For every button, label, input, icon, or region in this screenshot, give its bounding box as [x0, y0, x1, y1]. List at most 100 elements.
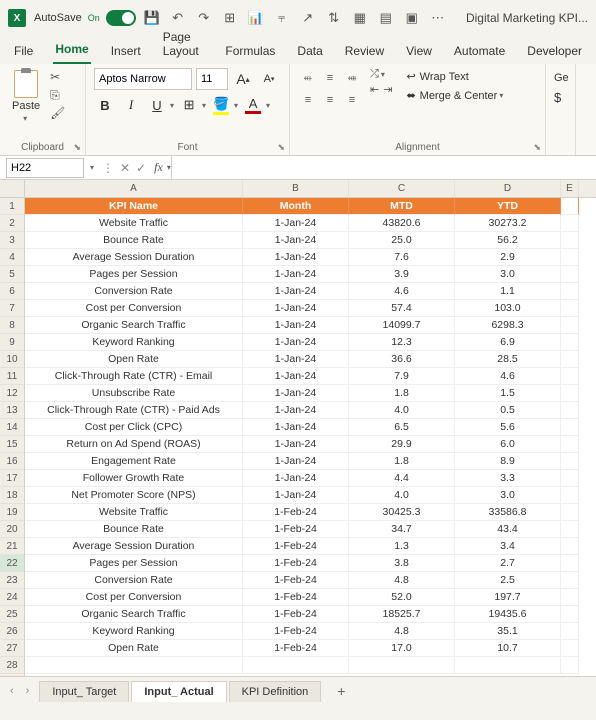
ribbon-tab-insert[interactable]: Insert: [109, 40, 143, 64]
ribbon-tab-automate[interactable]: Automate: [452, 40, 507, 64]
merge-center-button[interactable]: ⬌Merge & Center▾: [402, 87, 507, 104]
row-header[interactable]: 23: [0, 572, 24, 589]
cell[interactable]: 17.0: [349, 640, 455, 657]
dialog-launcher-icon[interactable]: ⬊: [73, 142, 81, 153]
cell[interactable]: 57.4: [349, 300, 455, 317]
increase-indent-icon[interactable]: ⇥: [383, 83, 392, 96]
cell[interactable]: Engagement Rate: [25, 453, 243, 470]
chevron-down-icon[interactable]: ▾: [23, 114, 27, 123]
cell[interactable]: [561, 470, 579, 487]
cell[interactable]: 36.6: [349, 351, 455, 368]
cell[interactable]: Click-Through Rate (CTR) - Email: [25, 368, 243, 385]
cell[interactable]: 7.9: [349, 368, 455, 385]
cell[interactable]: [25, 657, 243, 674]
decrease-font-icon[interactable]: A▾: [258, 68, 280, 90]
cell[interactable]: [561, 589, 579, 606]
row-header[interactable]: 15: [0, 436, 24, 453]
cell[interactable]: [561, 317, 579, 334]
cell[interactable]: 103.0: [455, 300, 561, 317]
ribbon-tab-review[interactable]: Review: [343, 40, 386, 64]
cell[interactable]: 1-Jan-24: [243, 368, 349, 385]
cell[interactable]: 6298.3: [455, 317, 561, 334]
cell[interactable]: 18525.7: [349, 606, 455, 623]
cell[interactable]: Organic Search Traffic: [25, 317, 243, 334]
align-right-icon[interactable]: ≡: [342, 90, 362, 110]
row-header[interactable]: 19: [0, 504, 24, 521]
fx-icon[interactable]: fx: [154, 160, 163, 175]
border-icon[interactable]: ⊞: [178, 94, 200, 116]
cell[interactable]: 1-Feb-24: [243, 521, 349, 538]
table-icon[interactable]: ▦: [352, 10, 368, 26]
sheet-tab[interactable]: Input_ Target: [39, 681, 129, 702]
cell[interactable]: 14099.7: [349, 317, 455, 334]
cell[interactable]: 6.5: [349, 419, 455, 436]
cell[interactable]: 3.4: [455, 538, 561, 555]
cell[interactable]: [561, 623, 579, 640]
cell[interactable]: 56.2: [455, 232, 561, 249]
cell[interactable]: Net Promoter Score (NPS): [25, 487, 243, 504]
wrap-text-button[interactable]: ↩Wrap Text: [402, 68, 507, 85]
cell[interactable]: [561, 657, 579, 674]
cell[interactable]: [561, 283, 579, 300]
row-header[interactable]: 25: [0, 606, 24, 623]
row-header[interactable]: 5: [0, 266, 24, 283]
cell[interactable]: 1-Jan-24: [243, 266, 349, 283]
cell[interactable]: 3.9: [349, 266, 455, 283]
row-header[interactable]: 26: [0, 623, 24, 640]
cell[interactable]: Conversion Rate: [25, 283, 243, 300]
enter-icon[interactable]: ✓: [136, 161, 146, 175]
cell[interactable]: [561, 334, 579, 351]
cell[interactable]: 3.3: [455, 470, 561, 487]
cell[interactable]: [561, 538, 579, 555]
cell[interactable]: Follower Growth Rate: [25, 470, 243, 487]
bold-button[interactable]: B: [94, 94, 116, 116]
row-header[interactable]: 12: [0, 385, 24, 402]
next-sheet-icon[interactable]: ›: [24, 685, 32, 697]
currency-icon[interactable]: $: [554, 90, 567, 105]
cell[interactable]: 1.5: [455, 385, 561, 402]
chevron-down-icon[interactable]: ▾: [90, 163, 94, 172]
ribbon-tab-developer[interactable]: Developer: [525, 40, 584, 64]
grid-icon[interactable]: ⊞: [222, 10, 238, 26]
copy-icon[interactable]: ⎘: [50, 88, 64, 102]
cell[interactable]: Unsubscribe Rate: [25, 385, 243, 402]
cell[interactable]: Keyword Ranking: [25, 623, 243, 640]
cell[interactable]: Average Session Duration: [25, 249, 243, 266]
column-header[interactable]: D: [455, 180, 561, 197]
sort-icon[interactable]: ⇅: [326, 10, 342, 26]
cut-icon[interactable]: ✂: [50, 70, 64, 84]
cell[interactable]: 1-Jan-24: [243, 351, 349, 368]
cell[interactable]: [561, 232, 579, 249]
cell[interactable]: 2.5: [455, 572, 561, 589]
cell[interactable]: Bounce Rate: [25, 232, 243, 249]
cell[interactable]: [561, 555, 579, 572]
cell[interactable]: 1-Feb-24: [243, 504, 349, 521]
row-header[interactable]: 27: [0, 640, 24, 657]
cell[interactable]: Cost per Conversion: [25, 589, 243, 606]
cell[interactable]: Conversion Rate: [25, 572, 243, 589]
cell[interactable]: [561, 640, 579, 657]
ribbon-tab-home[interactable]: Home: [53, 38, 90, 64]
cell[interactable]: 1-Jan-24: [243, 470, 349, 487]
dialog-launcher-icon[interactable]: ⬊: [533, 142, 541, 153]
cell[interactable]: 4.0: [349, 402, 455, 419]
cell[interactable]: Website Traffic: [25, 504, 243, 521]
cell[interactable]: 1-Feb-24: [243, 555, 349, 572]
font-color-icon[interactable]: A: [242, 94, 264, 116]
cell[interactable]: Average Session Duration: [25, 538, 243, 555]
cell[interactable]: Cost per Conversion: [25, 300, 243, 317]
cell[interactable]: 1-Jan-24: [243, 249, 349, 266]
font-name-select[interactable]: [94, 68, 192, 90]
cell[interactable]: 43820.6: [349, 215, 455, 232]
row-header[interactable]: 22: [0, 555, 24, 572]
cell[interactable]: 4.6: [455, 368, 561, 385]
cell[interactable]: 7.6: [349, 249, 455, 266]
cell[interactable]: 1-Jan-24: [243, 283, 349, 300]
sheet-tab[interactable]: Input_ Actual: [131, 681, 226, 702]
header-cell[interactable]: MTD: [349, 198, 455, 215]
ribbon-tab-view[interactable]: View: [404, 40, 434, 64]
chevron-down-icon[interactable]: ▾: [202, 101, 206, 110]
column-header[interactable]: B: [243, 180, 349, 197]
cell[interactable]: [561, 572, 579, 589]
row-header[interactable]: 9: [0, 334, 24, 351]
